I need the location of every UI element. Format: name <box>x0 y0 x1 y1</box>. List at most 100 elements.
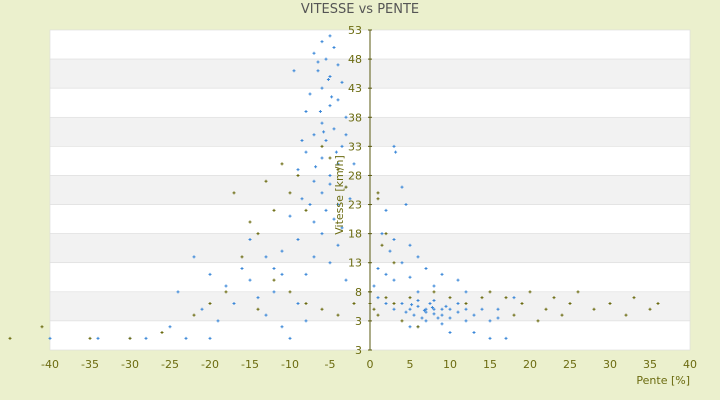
data-point-series-1 <box>392 144 396 148</box>
data-point-series-2 <box>8 336 12 340</box>
data-point-series-2 <box>384 296 388 300</box>
data-point-series-2 <box>256 232 260 236</box>
data-point-series-1 <box>412 313 416 317</box>
data-point-series-1 <box>340 144 344 148</box>
data-point-series-2 <box>632 296 636 300</box>
data-point-series-2 <box>320 144 324 148</box>
data-point-series-1 <box>264 255 268 259</box>
data-point-series-2 <box>328 156 332 160</box>
data-point-series-2 <box>384 232 388 236</box>
data-point-series-2 <box>40 325 44 329</box>
data-point-series-1 <box>300 139 304 143</box>
data-point-series-1 <box>272 290 276 294</box>
data-point-series-1 <box>384 272 388 276</box>
data-point-series-2 <box>408 296 412 300</box>
y-tick-label: 3 <box>355 315 362 328</box>
data-point-series-1 <box>292 69 296 73</box>
data-point-series-2 <box>288 191 292 195</box>
data-point-series-2 <box>592 307 596 311</box>
x-tick-label: 30 <box>603 358 617 371</box>
data-point-series-1 <box>380 232 384 236</box>
data-point-series-1 <box>296 237 300 241</box>
data-point-series-1 <box>324 208 328 212</box>
data-point-series-1 <box>332 45 336 49</box>
data-point-series-2 <box>536 319 540 323</box>
data-point-series-1 <box>432 299 436 303</box>
data-point-series-1 <box>504 336 508 340</box>
x-tick-label: 10 <box>443 358 457 371</box>
data-point-series-1 <box>340 80 344 84</box>
data-point-series-2 <box>544 307 548 311</box>
data-point-series-2 <box>400 319 404 323</box>
x-tick-label: -10 <box>281 358 299 371</box>
data-point-series-1 <box>322 130 326 134</box>
data-point-series-1 <box>304 272 308 276</box>
data-point-series-1 <box>328 75 332 79</box>
data-point-series-1 <box>352 162 356 166</box>
data-point-series-1 <box>280 272 284 276</box>
data-point-series-1 <box>320 86 324 90</box>
data-point-series-1 <box>420 316 424 320</box>
data-point-series-1 <box>410 303 414 307</box>
data-point-series-1 <box>96 336 100 340</box>
data-point-series-1 <box>296 301 300 305</box>
data-point-series-1 <box>176 290 180 294</box>
data-point-series-2 <box>88 336 92 340</box>
data-point-series-2 <box>320 307 324 311</box>
data-point-series-1 <box>256 296 260 300</box>
data-point-series-2 <box>376 191 380 195</box>
data-point-series-1 <box>340 226 344 230</box>
y-axis-label: Vitesse [km/h] <box>333 155 346 235</box>
data-point-series-2 <box>416 325 420 329</box>
x-tick-label: 15 <box>483 358 497 371</box>
data-point-series-2 <box>160 331 164 335</box>
x-tick-label: -30 <box>121 358 139 371</box>
data-point-series-1 <box>312 51 316 55</box>
data-point-series-1 <box>400 261 404 265</box>
data-point-series-1 <box>248 237 252 241</box>
data-point-series-1 <box>336 162 340 166</box>
x-tick-label: -15 <box>241 358 259 371</box>
data-point-series-1 <box>488 336 492 340</box>
data-point-series-1 <box>496 316 500 320</box>
data-point-series-1 <box>320 232 324 236</box>
data-point-series-2 <box>512 313 516 317</box>
data-point-series-1 <box>308 203 312 207</box>
data-point-series-1 <box>332 127 336 131</box>
data-point-series-1 <box>280 249 284 253</box>
data-point-series-1 <box>320 191 324 195</box>
data-point-series-1 <box>320 156 324 160</box>
data-point-series-1 <box>326 77 330 81</box>
data-point-series-1 <box>320 40 324 44</box>
data-point-series-2 <box>288 290 292 294</box>
data-point-series-1 <box>248 278 252 282</box>
data-point-series-2 <box>232 191 236 195</box>
data-point-series-2 <box>376 197 380 201</box>
data-point-series-1 <box>392 307 396 311</box>
y-tick-label: 18 <box>348 228 362 241</box>
data-point-series-1 <box>216 319 220 323</box>
data-point-series-2 <box>576 290 580 294</box>
data-point-series-1 <box>304 319 308 323</box>
data-point-series-1 <box>280 325 284 329</box>
data-point-series-2 <box>336 168 340 172</box>
data-point-series-2 <box>224 290 228 294</box>
data-point-series-1 <box>344 115 348 119</box>
data-point-series-2 <box>296 173 300 177</box>
x-tick-label: -5 <box>325 358 336 371</box>
data-point-series-1 <box>448 307 452 311</box>
data-point-series-1 <box>416 304 420 308</box>
data-point-series-1 <box>430 306 434 310</box>
data-point-series-1 <box>472 331 476 335</box>
data-point-series-1 <box>496 307 500 311</box>
data-point-series-1 <box>408 307 412 311</box>
data-point-series-2 <box>272 208 276 212</box>
y-tick-label: 3 <box>355 344 362 357</box>
data-point-series-1 <box>456 301 460 305</box>
data-point-series-1 <box>272 267 276 271</box>
y-tick-label: 53 <box>348 24 362 37</box>
data-point-series-1 <box>400 185 404 189</box>
data-point-series-1 <box>384 301 388 305</box>
data-point-series-1 <box>472 313 476 317</box>
